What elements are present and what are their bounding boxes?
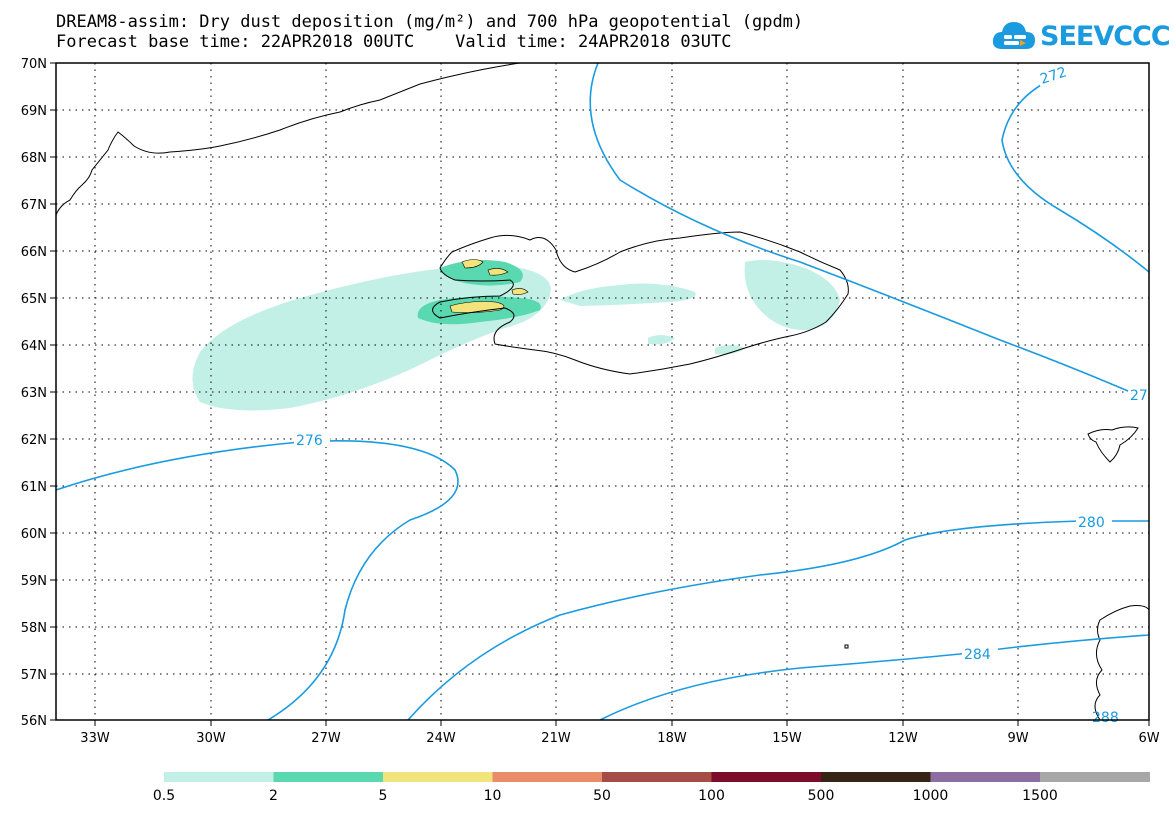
map-plot-area — [56, 63, 1149, 720]
dust-iceland-inland — [560, 283, 696, 306]
colorbar-swatch — [1040, 772, 1150, 782]
lon-label: 21W — [541, 731, 571, 746]
lat-label: 60N — [21, 527, 47, 542]
faroe-coast — [1087, 426, 1139, 463]
contour-lines — [56, 63, 1149, 720]
lat-label: 64N — [21, 339, 47, 354]
lon-label: 33W — [80, 731, 110, 746]
logo-text: SEEVCCC — [1040, 20, 1171, 52]
colorbar-label: 5 — [379, 788, 388, 804]
contour-ne — [589, 63, 1149, 401]
colorbar-label: 1000 — [913, 788, 949, 804]
scotland-coast — [1094, 605, 1149, 720]
contour-276-west — [56, 440, 459, 720]
gridlines — [56, 63, 1149, 720]
longitude-labels: 33W 30W 27W 24W 21W 18W 15W 12W 9W 6W — [80, 731, 1159, 746]
greenland-coast — [56, 63, 521, 216]
map-subtitle: Forecast base time: 22APR2018 00UTC Vali… — [56, 32, 732, 52]
iceland-coast — [432, 231, 849, 375]
lat-label: 66N — [21, 245, 47, 260]
dust-westfjords-high2 — [487, 268, 509, 276]
colorbar-swatch — [711, 772, 822, 782]
lat-label: 68N — [21, 151, 47, 166]
colorbar-label: 2 — [269, 788, 278, 804]
dust-westfjords-mid — [440, 260, 523, 286]
dust-plume-low — [192, 265, 551, 411]
contour-label-276: 276 — [296, 433, 323, 449]
dust-westfjords-high — [461, 259, 484, 269]
colorbar-swatch — [930, 772, 1041, 782]
colorbar-label: 10 — [484, 788, 502, 804]
lon-label: 6W — [1138, 731, 1159, 746]
colorbar-swatch — [821, 772, 931, 782]
colorbar-label: 100 — [698, 788, 725, 804]
lon-label: 15W — [772, 731, 802, 746]
colorbar-legend: 0.5 2 5 10 50 100 500 1000 1500 — [153, 772, 1150, 804]
colorbar-label: 1500 — [1022, 788, 1058, 804]
lat-label: 63N — [21, 386, 47, 401]
lat-label: 69N — [21, 104, 47, 119]
lat-label: 65N — [21, 292, 47, 307]
colorbar-swatch — [602, 772, 712, 782]
lat-label: 59N — [21, 574, 47, 589]
lat-label: 62N — [21, 433, 47, 448]
colorbar-label: 500 — [808, 788, 835, 804]
lon-label: 18W — [657, 731, 687, 746]
contour-label-27: 27 — [1130, 388, 1148, 404]
contour-labels: 276 280 284 272 27 288 — [294, 64, 1149, 726]
lat-label: 56N — [21, 714, 47, 729]
lon-label: 24W — [426, 731, 456, 746]
colorbar-swatch — [164, 772, 274, 782]
dust-iceland-south2 — [715, 345, 745, 355]
lat-label: 57N — [21, 668, 47, 683]
seevccc-logo: SEEVCCC — [992, 16, 1171, 56]
rockall-island — [844, 644, 849, 649]
latitude-labels: 70N 69N 68N 67N 66N 65N 64N 63N 62N 61N … — [21, 57, 47, 729]
contour-label-280: 280 — [1078, 515, 1105, 531]
contour-276-mid — [407, 520, 1149, 720]
lon-label: 27W — [311, 731, 341, 746]
colorbar-label: 0.5 — [153, 788, 175, 804]
axis-ticks — [50, 62, 1150, 726]
dust-westfjords-high3 — [511, 288, 529, 295]
contour-272 — [1001, 79, 1149, 273]
coastlines — [56, 63, 1149, 720]
contour-label-288: 288 — [1092, 710, 1119, 726]
lon-label: 9W — [1007, 731, 1028, 746]
lat-label: 67N — [21, 198, 47, 213]
lat-label: 61N — [21, 480, 47, 495]
cloud-icon — [992, 22, 1035, 49]
lon-label: 30W — [196, 731, 226, 746]
contour-284 — [599, 634, 1149, 720]
dust-iceland-south — [648, 335, 675, 345]
colorbar-swatch — [273, 772, 384, 782]
lat-label: 70N — [21, 57, 47, 72]
lon-label: 12W — [888, 731, 918, 746]
contour-label-272: 272 — [1038, 64, 1068, 87]
colorbar-swatch — [383, 772, 493, 782]
colorbar-label: 50 — [593, 788, 611, 804]
contour-label-284: 284 — [964, 647, 991, 663]
map-title: DREAM8-assim: Dry dust deposition (mg/m²… — [56, 12, 804, 32]
dust-iceland-east — [744, 260, 840, 331]
colorbar-swatch — [492, 772, 603, 782]
lat-label: 58N — [21, 621, 47, 636]
